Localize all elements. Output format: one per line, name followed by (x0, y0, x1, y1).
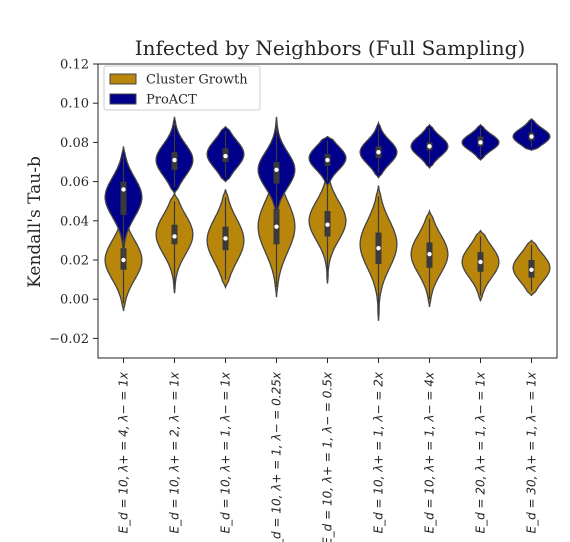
violin-median-dot (172, 157, 177, 163)
x-tick-label: E_d = 10, λ+ = 4, λ− = 1x (117, 371, 131, 533)
violin-cluster-growth (410, 208, 449, 308)
violin-median-dot (223, 236, 228, 241)
violin-proact (410, 123, 449, 170)
violin-proact (512, 117, 551, 151)
x-tick-label: E_d = 20, λ+ = 1, λ− = 1x (474, 371, 488, 533)
violin-proact (308, 135, 347, 187)
legend-label: Cluster Growth (146, 73, 248, 88)
chart-title: Infected by Neighbors (Full Sampling) (135, 36, 526, 60)
y-tick-label: 0.10 (60, 97, 89, 112)
violin-proact (206, 125, 245, 183)
legend-swatch (109, 73, 137, 85)
violin-median-dot (121, 187, 126, 192)
violin-iqr-box (120, 181, 127, 215)
violin-cluster-growth (359, 185, 398, 321)
violin-cluster-growth (206, 189, 245, 290)
x-tick-label: E_d = 10, λ+ = 1, λ− = 0.25x (270, 371, 284, 542)
violin-median-dot (325, 222, 330, 227)
x-tick-label: E_d = 10, λ+ = 1, λ− = 4x (423, 371, 437, 533)
violin-median-dot (478, 259, 483, 265)
y-tick-label: 0.12 (60, 58, 89, 73)
violin-cluster-growth (104, 212, 143, 312)
violin-proact (257, 116, 296, 221)
violin-median-dot (274, 167, 279, 173)
violin-median-dot (529, 267, 534, 272)
violins-layer (104, 116, 551, 321)
violin-median-dot (223, 153, 228, 159)
violin-cluster-growth (308, 175, 347, 284)
violin-median-dot (529, 134, 534, 139)
violin-median-dot (172, 234, 177, 239)
violin-cluster-growth (461, 229, 500, 302)
violin-median-dot (376, 150, 381, 155)
violin-median-dot (427, 144, 432, 149)
x-tick-label: E_d = 10, λ+ = 1, λ− = 1x (219, 371, 233, 533)
y-tick-label: 0.06 (60, 175, 89, 190)
violin-median-dot (478, 140, 483, 145)
violin-median-dot (325, 157, 330, 163)
y-tick-label: 0.04 (60, 214, 89, 229)
x-axis: E_d = 10, λ+ = 4, λ− = 1x E_d = 10, λ+ = … (117, 358, 539, 542)
y-axis: −0.02 0.00 0.02 0.04 0.06 0.08 0.10 0.12 (49, 58, 98, 347)
y-tick-label: 0.02 (60, 254, 89, 269)
violin-proact (461, 123, 500, 161)
x-tick-label: E_d = 10, λ+ = 1, λ− = 2x (372, 371, 386, 533)
legend-swatch (109, 93, 137, 105)
violin-median-dot (121, 257, 126, 263)
x-tick-label: E_d = 10, λ+ = 2, λ− = 1x (168, 371, 182, 533)
violin-median-dot (376, 246, 381, 251)
y-tick-label: −0.02 (49, 332, 89, 347)
legend: Cluster Growth ProACT (103, 65, 261, 111)
violin-iqr-box (273, 162, 280, 184)
y-tick-label: 0.00 (60, 293, 89, 308)
violin-proact (359, 120, 398, 179)
violin-cluster-growth (512, 239, 551, 297)
y-tick-label: 0.08 (60, 136, 89, 151)
legend-box (103, 65, 261, 111)
violin-proact (155, 116, 194, 195)
violin-median-dot (274, 224, 279, 229)
x-tick-label: E_d = 30, λ+ = 1, λ− = 1x (525, 371, 539, 533)
violin-median-dot (427, 251, 432, 257)
legend-label: ProACT (146, 93, 197, 108)
y-axis-label: Kendall's Tau-b (25, 156, 45, 288)
violin-proact (104, 146, 143, 257)
x-tick-label: E_d = 10, λ+ = 1, λ− = 0.5x (321, 371, 335, 542)
violin-cluster-growth (155, 191, 194, 294)
